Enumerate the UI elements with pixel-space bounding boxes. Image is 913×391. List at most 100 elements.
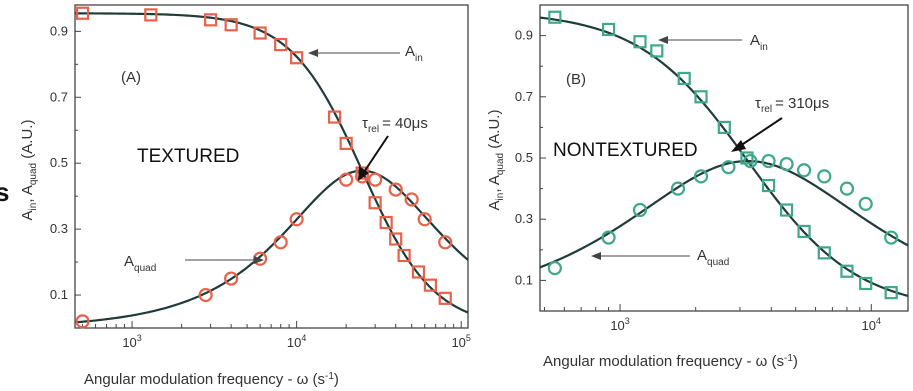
y-tick-label: 0.9 [50,23,68,38]
panel-b-overlay-text: NONTEXTURED [553,140,698,161]
panel-b-ticks: 0.1 0.3 0.5 0.7 0.9 103 104 [515,28,881,333]
data-point-a-in [290,51,304,65]
data-point-a-quad [339,172,354,187]
fit-curve-a-in [74,12,469,314]
data-point-a-in [717,120,731,135]
y-tick-label: 0.9 [515,28,533,43]
data-point-a-quad [858,196,873,211]
panel-b-y-axis-label: Ain, Aquad (A.U.) [486,110,506,211]
y-tick-label: 0.1 [515,272,533,287]
panel-a: 0.1 0.3 0.5 0.7 0.9 103 104 105 (A) TEXTURED τr… [19,4,471,388]
data-point-a-quad [817,169,832,184]
data-point-a-in [144,8,158,22]
data-point-a-quad [368,172,383,187]
panel-b-ain-label: Ain [750,32,768,53]
panel-a-aquad-label: Aquad [124,253,156,274]
data-point-a-quad [75,314,90,329]
panel-a-ain-pointer-head [308,49,318,57]
x-tick-label: 104 [287,333,306,350]
data-point-a-in [779,203,794,217]
data-point-a-in [397,248,411,263]
data-point-a-in [411,265,426,279]
data-point-a-in [379,215,393,230]
fit-curve-a-quad [539,159,909,269]
data-point-a-quad [273,235,288,250]
fit-curve-a-in [539,16,909,297]
data-point-a-in [740,151,754,165]
data-point-a-quad [417,212,432,227]
data-point-a-quad [761,153,776,169]
data-point-a-quad [289,212,304,227]
panel-a-aquad-pointer-head [254,256,264,264]
panel-a-data-points [75,6,453,329]
x-tick-label: 104 [862,316,881,333]
panel-b-tau-annotation: τrel = 310μs [755,95,829,115]
y-tick-label: 0.1 [50,287,68,302]
data-point-a-in [224,18,238,32]
panel-a-overlay-text: TEXTURED [137,146,239,167]
data-point-a-in [339,136,353,151]
fit-curve-a-quad [74,169,469,324]
y-tick-label: 0.7 [50,89,68,104]
data-point-a-in [368,196,382,210]
y-tick-label: 0.3 [50,221,68,236]
data-point-a-in [840,264,854,278]
panel-a-ain-label: Ain [405,43,423,64]
data-point-a-quad [796,163,812,178]
panel-b-label: (B) [566,71,586,88]
data-point-a-in [797,224,811,239]
data-point-a-in [327,110,342,124]
cropped-edge-glyph: s [0,177,9,207]
panel-b-aquad-pointer-head [591,252,601,260]
panel-b: 0.1 0.3 0.5 0.7 0.9 103 104 (B) NONTEXTURED τr… [486,4,909,370]
data-point-a-in [859,276,873,291]
panel-a-label: (A) [121,69,141,86]
data-point-a-in [694,90,708,104]
data-point-a-quad [884,230,899,245]
data-point-a-in [601,22,616,37]
data-point-a-in [884,286,898,300]
panel-b-ain-pointer-head [658,36,668,44]
y-tick-label: 0.7 [515,89,533,104]
data-point-a-in [253,26,267,40]
data-point-a-in [75,6,90,20]
data-point-a-in [761,178,776,193]
data-point-a-in [389,232,403,246]
data-point-a-in [677,71,691,86]
data-point-a-quad [547,261,562,276]
panel-a-fit-curves [74,12,469,324]
panel-a-tau-annotation: τrel = 40μs [362,115,428,135]
x-tick-label: 103 [610,316,629,333]
data-point-a-in [274,37,288,52]
data-point-a-quad [839,181,855,196]
data-point-a-quad [721,160,736,175]
data-point-a-quad [632,202,648,218]
panel-b-aquad-label: Aquad [697,247,729,268]
panel-a-tau-arrowhead [358,166,369,181]
x-tick-label: 103 [122,333,141,350]
data-point-a-quad [224,271,239,286]
data-point-a-quad [693,169,709,184]
y-tick-label: 0.5 [50,155,68,170]
data-point-a-quad [601,230,616,245]
data-point-a-in [633,35,647,49]
data-point-a-in [817,246,831,260]
panel-a-tau-arrow [363,135,389,173]
panel-a-y-axis-label: Ain, Aquad (A.U.) [19,120,39,221]
data-point-a-quad [779,157,794,172]
panel-a-ticks: 0.1 0.3 0.5 0.7 0.9 103 104 105 [50,23,471,350]
data-point-a-quad [438,235,453,250]
data-point-a-in [650,44,664,58]
panel-b-tau-arrowhead [731,140,746,152]
data-point-a-in [203,13,218,27]
data-point-a-quad [404,192,419,207]
panel-b-x-axis-label: Angular modulation frequency - ω (s-1) [543,353,798,370]
data-point-a-quad [198,287,213,303]
data-point-a-in [438,291,452,305]
data-point-a-quad [743,153,758,169]
panel-b-tau-arrow [739,117,783,147]
y-tick-label: 0.5 [515,150,533,165]
panel-a-x-axis-label: Angular modulation frequency - ω (s-1) [84,371,339,388]
data-point-a-quad [388,182,403,197]
